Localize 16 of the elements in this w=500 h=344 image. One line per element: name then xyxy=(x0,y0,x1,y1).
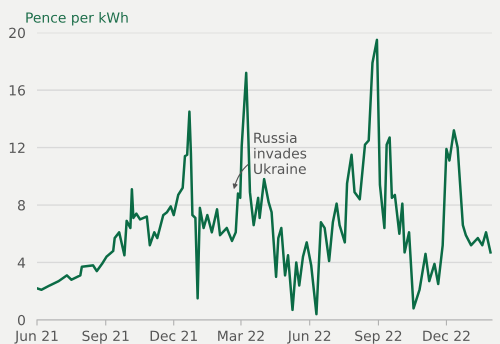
x-tick-label: Jun 21 xyxy=(14,330,58,344)
y-tick-label: 12 xyxy=(10,142,24,153)
y-tick-label: 8 xyxy=(18,200,25,210)
x-tick-label: Dec 22 xyxy=(423,330,470,342)
x-tick-label: Mar 22 xyxy=(218,330,264,342)
x-tick-label: Jun 22 xyxy=(287,330,330,344)
x-tick-label: Sep 22 xyxy=(355,330,402,344)
x-tick-label: Dec 21 xyxy=(150,330,197,342)
y-tick-label: 0 xyxy=(18,314,25,326)
y-axis-title: Pence per kWh xyxy=(26,12,128,26)
y-tick-label: 20 xyxy=(9,28,25,38)
x-tick-label: Sep 21 xyxy=(82,330,129,344)
y-tick-label: 16 xyxy=(10,85,26,96)
line-series xyxy=(37,38,492,316)
y-tick-label: 4 xyxy=(18,258,26,268)
annotation: Russia invades Ukraine xyxy=(254,132,306,174)
